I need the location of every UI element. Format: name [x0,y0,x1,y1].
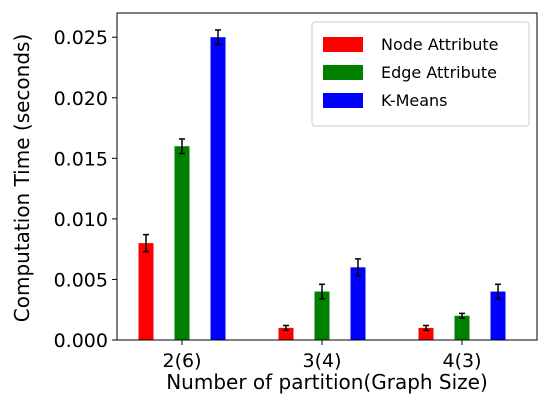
bars-group [138,37,506,340]
legend-label: Node Attribute [381,35,499,54]
legend-label: K-Means [381,91,448,110]
x-tick-label: 2(6) [162,350,201,372]
y-tick-label: 0.010 [54,209,108,231]
legend: Node Attribute Edge Attribute K-Means [311,21,530,127]
bar-edge-attribute-2 [454,315,470,340]
bar-k-means-1 [350,267,366,340]
y-tick-label: 0.015 [54,148,108,170]
plot-frame [116,12,538,341]
y-tick-label: 0.020 [54,88,108,110]
y-ticks-group: 0.000 0.005 0.010 0.015 0.020 0.025 [54,27,117,352]
bar-node-attribute-0 [138,243,154,340]
bar-node-attribute-2 [418,327,434,340]
bar-k-means-0 [210,37,226,340]
x-tick-label: 3(4) [302,350,341,372]
legend-label: Edge Attribute [381,63,497,82]
legend-swatch [323,37,363,52]
bar-node-attribute-1 [278,327,294,340]
x-tick-label: 4(3) [442,350,481,372]
x-axis-title: Number of partition(Graph Size) [166,370,488,394]
bar-edge-attribute-0 [174,146,190,340]
error-bars-group [143,29,501,332]
bar-edge-attribute-1 [314,291,330,340]
y-tick-label: 0.025 [54,27,108,49]
axes-group [116,12,538,341]
legend-swatch [323,65,363,80]
y-axis-title: Computation Time (seconds) [10,34,34,322]
y-tick-label: 0.000 [54,330,108,352]
y-tick-label: 0.005 [54,269,108,291]
x-ticks-group: 2(6) 3(4) 4(3) [162,340,482,372]
bar-k-means-2 [490,291,506,340]
legend-frame [311,21,530,127]
legend-swatch [323,93,363,108]
